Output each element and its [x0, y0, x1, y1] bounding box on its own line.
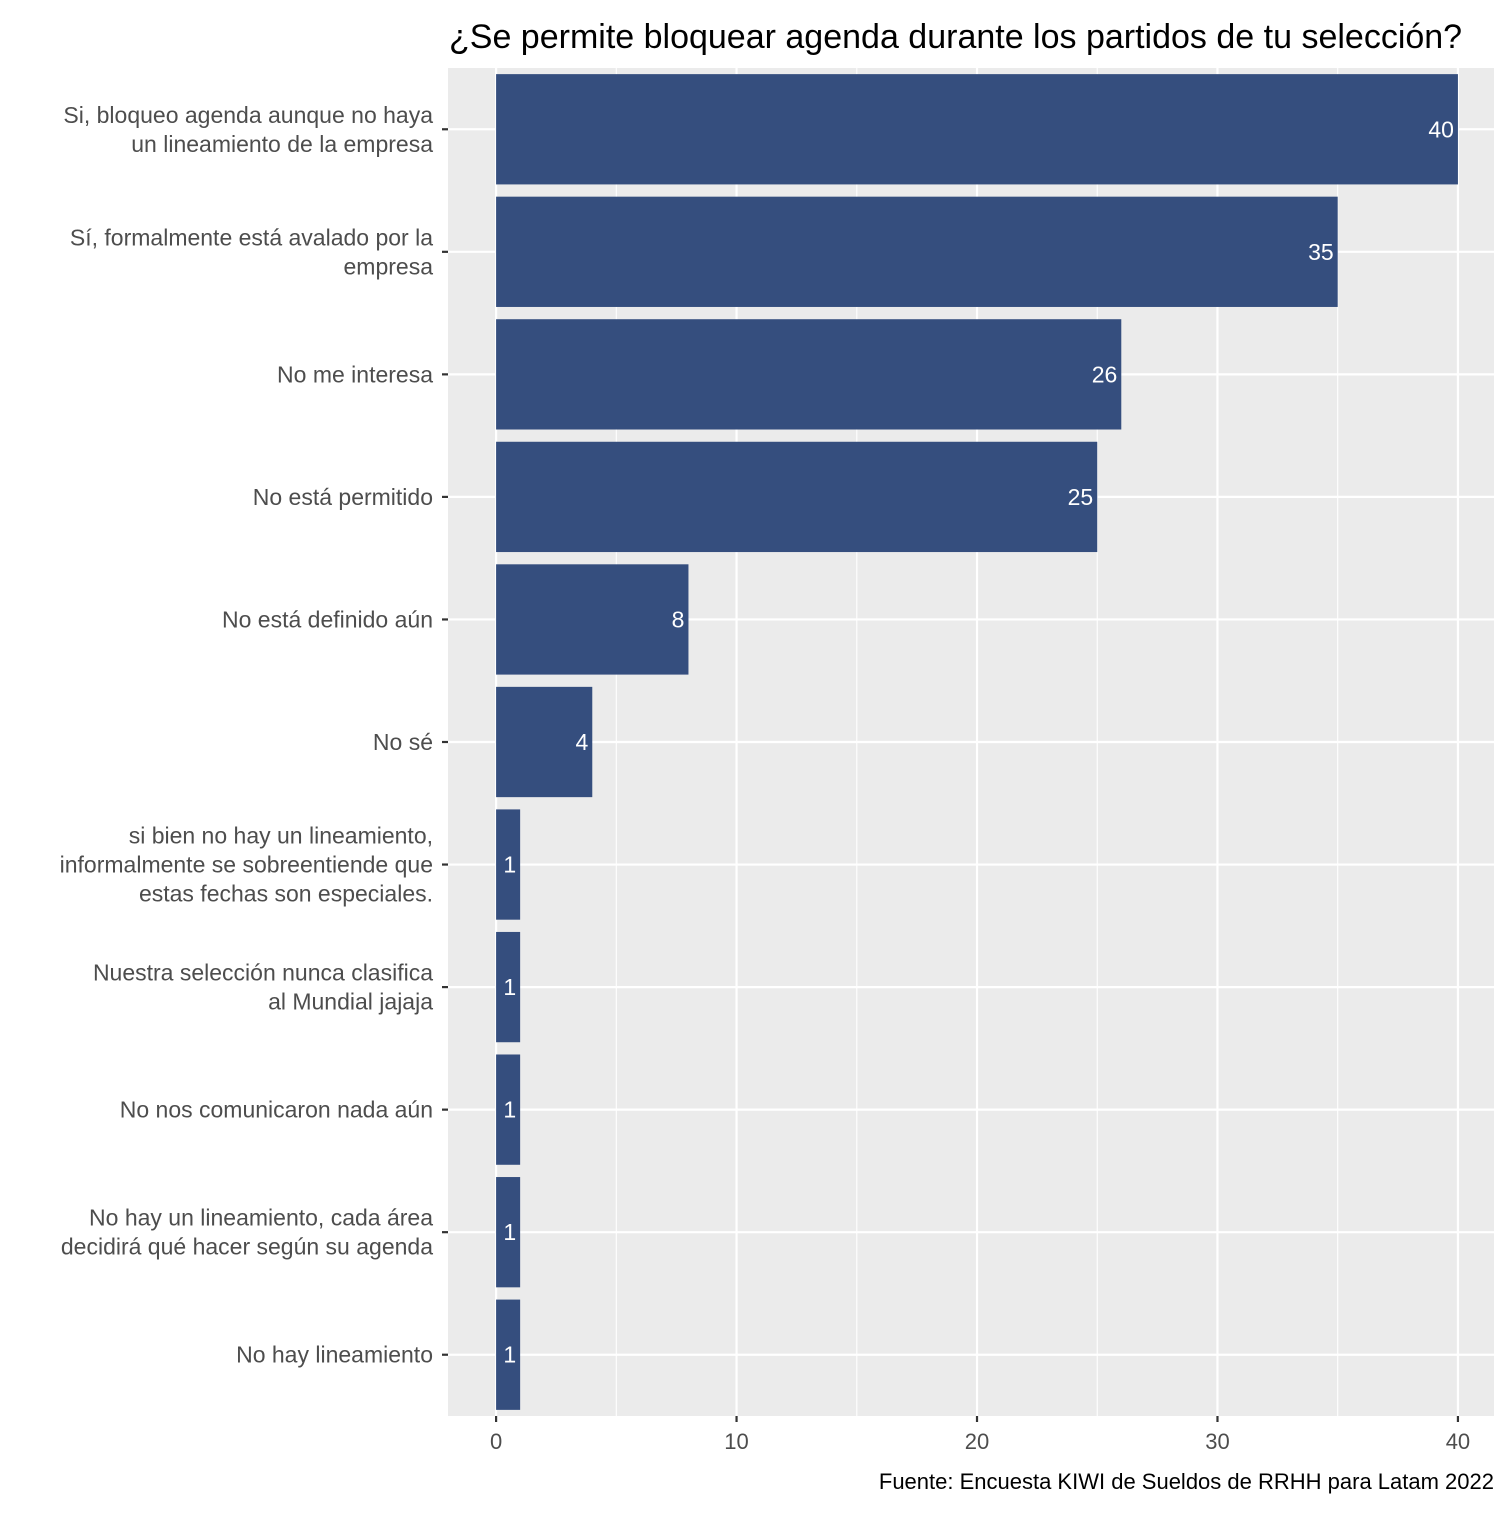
category-label: No nos comunicaron nada aún — [120, 1097, 433, 1123]
category-label: No está definido aún — [222, 606, 433, 632]
bar — [496, 196, 1338, 307]
category-axis: Si, bloqueo agenda aunque no haya un line… — [60, 102, 448, 1368]
value-tick-label: 10 — [724, 1429, 748, 1454]
bar — [496, 686, 593, 798]
bar-value-label: 4 — [575, 729, 588, 755]
bar — [496, 319, 1122, 430]
bar-value-label: 1 — [503, 974, 516, 1000]
category-label: Sí, formalmente está avalado por la empre… — [70, 224, 433, 279]
category-label: No hay un lineamiento, cada área decidirá… — [61, 1205, 433, 1260]
category-label: No me interesa — [277, 361, 433, 387]
bar-value-label: 25 — [1068, 484, 1094, 510]
bar-value-label: 1 — [503, 852, 516, 878]
bar-value-labels: 40 35 26 25 8 4 1 1 1 1 1 — [503, 116, 1454, 1367]
chart-caption: Fuente: Encuesta KIWI de Sueldos de RRHH… — [879, 1469, 1494, 1494]
category-label: Si, bloqueo agenda aunque no haya un line… — [63, 102, 433, 157]
value-tick-label: 30 — [1205, 1429, 1229, 1454]
bar — [496, 564, 689, 675]
bar-value-label: 1 — [503, 1342, 516, 1368]
category-label: si bien no hay un lineamiento, informalme… — [60, 823, 433, 907]
bar-value-label: 8 — [672, 606, 685, 632]
bar-value-label: 26 — [1092, 361, 1118, 387]
bar — [496, 1177, 521, 1288]
value-axis: 0 10 20 30 40 — [490, 1416, 1470, 1454]
bars — [496, 74, 1458, 1410]
bar-value-label: 40 — [1428, 116, 1454, 142]
chart-title: ¿Se permite bloquear agenda durante los … — [449, 18, 1462, 56]
value-tick-label: 0 — [490, 1429, 502, 1454]
bar — [496, 1054, 521, 1165]
value-tick-label: 40 — [1446, 1429, 1470, 1454]
bar — [496, 441, 1098, 553]
bar — [496, 931, 521, 1043]
category-label: No está permitido — [253, 484, 433, 510]
category-label: No sé — [373, 729, 433, 755]
category-label: No hay lineamiento — [236, 1342, 433, 1368]
bar-value-label: 1 — [503, 1097, 516, 1123]
bar-value-label: 35 — [1308, 239, 1334, 265]
value-tick-label: 20 — [965, 1429, 989, 1454]
bar-value-label: 1 — [503, 1219, 516, 1245]
bar — [496, 1299, 521, 1410]
bar — [496, 809, 521, 920]
category-label: Nuestra selección nunca clasifica al Mund… — [93, 960, 433, 1015]
bar — [496, 74, 1458, 185]
